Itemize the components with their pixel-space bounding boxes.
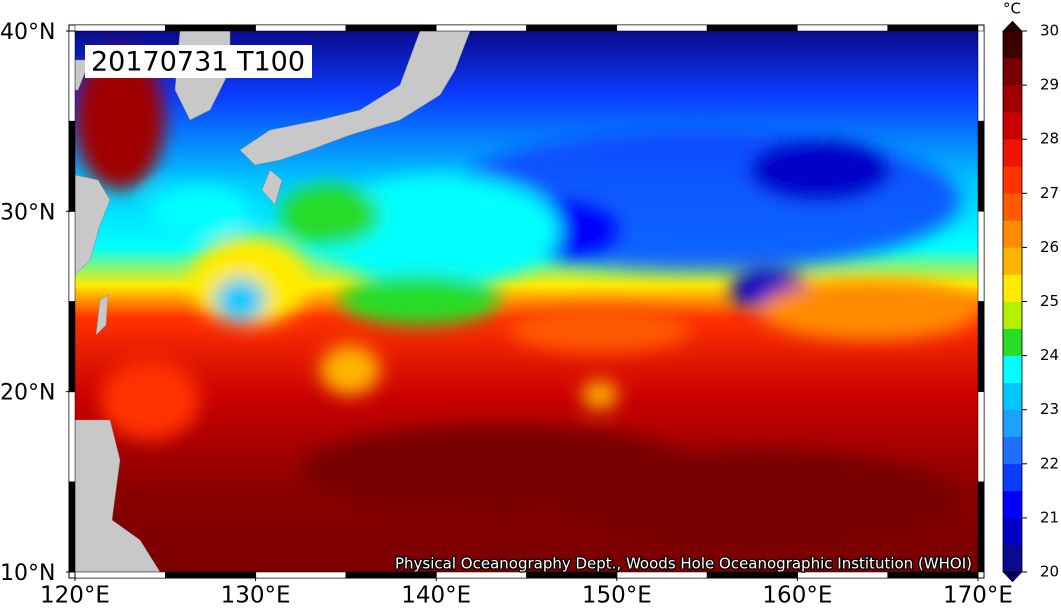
frame-segment xyxy=(616,24,708,32)
frame-segment xyxy=(165,24,256,32)
colorbar-segment xyxy=(1003,58,1022,86)
colorbar-segment xyxy=(1003,517,1022,546)
x-tick-label: 150°E xyxy=(582,583,652,609)
colorbar-segment xyxy=(1003,328,1022,356)
colorbar-tick-label: 28 xyxy=(1040,130,1059,148)
frame-segment xyxy=(887,24,979,32)
colorbar-tick-label: 27 xyxy=(1040,184,1059,202)
sst-field xyxy=(75,31,978,572)
colorbar: 20 21 22 23 24 25 26 27 28 29 30 xyxy=(1002,20,1059,583)
title-box xyxy=(85,45,312,78)
colorbar-segment xyxy=(1003,436,1022,465)
colorbar-segment xyxy=(1003,166,1022,194)
colorbar-segment xyxy=(1003,112,1022,140)
frame-segment xyxy=(797,24,888,32)
frame-segment xyxy=(255,571,347,579)
frame-segment xyxy=(797,571,888,579)
colorbar-segment xyxy=(1003,274,1022,302)
frame-segment xyxy=(887,571,979,579)
frame-segment xyxy=(68,30,76,122)
colorbar-segment xyxy=(1003,544,1022,573)
colorbar-segment xyxy=(1003,463,1022,492)
colorbar-segment xyxy=(1003,139,1022,167)
axis-ticks: 120°E 130°E 140°E 150°E 160°E 170°E 10°N 20°N 30… xyxy=(0,20,1013,609)
frame-segment xyxy=(977,391,985,483)
frame-segment xyxy=(977,30,985,122)
colorbar-under xyxy=(1002,571,1023,583)
frame-segment xyxy=(68,391,76,483)
frame-segment xyxy=(68,481,76,573)
frame-segment xyxy=(68,211,76,302)
frame-segment xyxy=(74,24,166,32)
frame-segment xyxy=(435,571,527,579)
colorbar-tick-label: 30 xyxy=(1040,22,1059,40)
frame-segment xyxy=(345,24,437,32)
frame-segment xyxy=(526,24,618,32)
colorbar-segment xyxy=(1003,31,1022,59)
frame-segment xyxy=(616,571,708,579)
x-tick-label: 140°E xyxy=(401,583,471,609)
x-tick-label: 160°E xyxy=(762,583,832,609)
x-tick-label: 120°E xyxy=(40,583,110,609)
colorbar-segment xyxy=(1003,193,1022,221)
frame-segment xyxy=(526,571,618,579)
colorbar-tick-label: 22 xyxy=(1040,454,1059,472)
y-tick-label: 40°N xyxy=(0,20,55,45)
frame-segment xyxy=(165,571,256,579)
y-tick-label: 10°N xyxy=(0,561,55,586)
frame-segment xyxy=(977,211,985,302)
frame-segment xyxy=(977,301,985,392)
colorbar-over xyxy=(1002,20,1023,32)
colorbar-segment xyxy=(1003,382,1022,410)
colorbar-segment xyxy=(1003,301,1022,329)
colorbar-unit: °C xyxy=(1003,0,1021,18)
frame-segment xyxy=(74,571,166,579)
colorbar-tick-label: 23 xyxy=(1040,400,1059,418)
frame-segment xyxy=(435,24,527,32)
frame-segment xyxy=(68,301,76,392)
frame-segment xyxy=(706,571,798,579)
colorbar-tick-label: 26 xyxy=(1040,238,1059,256)
colorbar-segment xyxy=(1003,355,1022,383)
colorbar-tick-label: 29 xyxy=(1040,76,1059,94)
colorbar-segment xyxy=(1003,490,1022,519)
colorbar-tick-label: 21 xyxy=(1040,508,1059,526)
y-tick-label: 20°N xyxy=(0,381,55,406)
frame-segment xyxy=(706,24,798,32)
colorbar-segment xyxy=(1003,409,1022,438)
frame-segment xyxy=(977,481,985,573)
map-title: 20170731 T100 xyxy=(91,47,305,78)
frame-segment xyxy=(345,571,437,579)
colorbar-segment xyxy=(1003,85,1022,113)
frame-segment xyxy=(68,120,76,212)
colorbar-segment xyxy=(1003,247,1022,275)
colorbar-tick-label: 24 xyxy=(1040,346,1059,364)
colorbar-tick-label: 25 xyxy=(1040,292,1059,310)
credit: Physical Oceanography Dept., Woods Hole … xyxy=(395,555,972,573)
frame-segment xyxy=(977,120,985,212)
y-tick-label: 30°N xyxy=(0,200,55,225)
x-tick-label: 170°E xyxy=(943,583,1013,609)
frame-segment xyxy=(255,24,347,32)
colorbar-segment xyxy=(1003,220,1022,248)
x-tick-label: 130°E xyxy=(221,583,291,609)
colorbar-tick-label: 20 xyxy=(1040,563,1059,581)
